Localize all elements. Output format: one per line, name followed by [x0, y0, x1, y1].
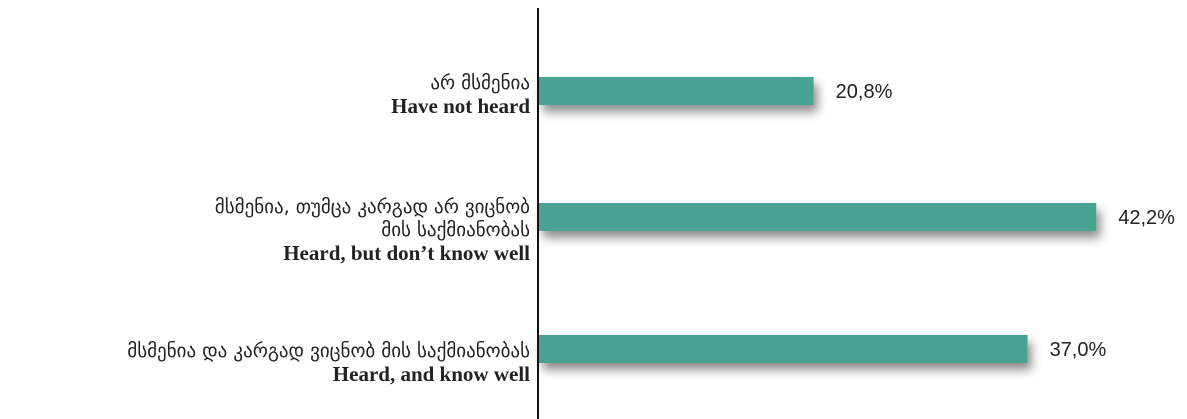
category-label-en: Heard, and know well — [332, 362, 530, 386]
value-label-2: 37,0% — [1050, 339, 1107, 361]
category-label-ka: არ მსმენია — [430, 72, 530, 94]
category-label-en: Have not heard — [391, 94, 530, 118]
value-label-1: 42,2% — [1118, 207, 1175, 229]
bar-0 — [539, 77, 814, 105]
category-label-ka: მსმენია და კარგად ვიცნობ მის საქმიანობას — [127, 340, 530, 362]
category-label-ka: მსმენია, თუმცა კარგად არ ვიცნობ — [214, 196, 530, 218]
value-labels-layer: 20,8% 42,2% 37,0% — [836, 81, 1176, 361]
bars-layer — [539, 77, 1097, 363]
category-label-heard-know-well: მსმენია და კარგად ვიცნობ მის საქმიანობას… — [127, 340, 530, 386]
bar-1 — [539, 203, 1097, 231]
category-label-en: Heard, but don’t know well — [283, 241, 530, 265]
category-label-have-not-heard: არ მსმენია Have not heard — [391, 72, 530, 118]
bar-2 — [539, 335, 1028, 363]
category-label-heard-not-well: მსმენია, თუმცა კარგად არ ვიცნობ მის საქმ… — [215, 196, 530, 265]
value-label-0: 20,8% — [836, 81, 893, 103]
category-label-ka: მის საქმიანობას — [381, 219, 530, 241]
